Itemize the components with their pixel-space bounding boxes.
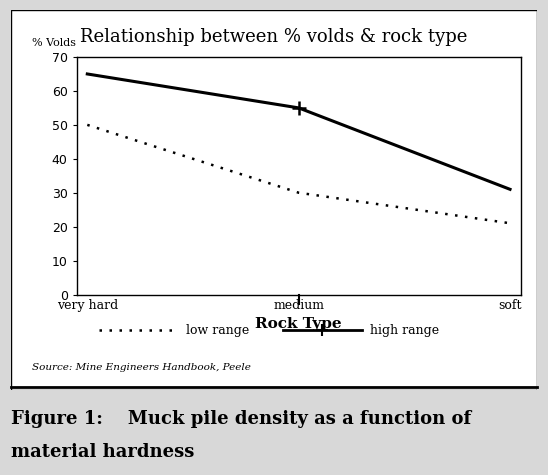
high range [507, 187, 513, 192]
Text: Relationship between % volds & rock type: Relationship between % volds & rock type [81, 28, 467, 47]
Text: Source: Mine Engineers Handbook, Peele: Source: Mine Engineers Handbook, Peele [32, 363, 250, 371]
Text: material hardness: material hardness [11, 444, 195, 461]
Line: low range: low range [87, 125, 510, 223]
Text: % Volds: % Volds [32, 38, 76, 48]
Line: high range: high range [87, 74, 510, 190]
low range [507, 220, 513, 226]
X-axis label: Rock Type: Rock Type [255, 316, 342, 331]
high range [84, 71, 90, 77]
low range [295, 190, 302, 196]
low range [84, 122, 90, 128]
Text: Figure 1:    Muck pile density as a function of: Figure 1: Muck pile density as a functio… [11, 410, 471, 428]
high range [295, 105, 302, 111]
Text: high range: high range [370, 323, 439, 337]
Text: low range: low range [186, 323, 249, 337]
FancyBboxPatch shape [11, 10, 537, 389]
